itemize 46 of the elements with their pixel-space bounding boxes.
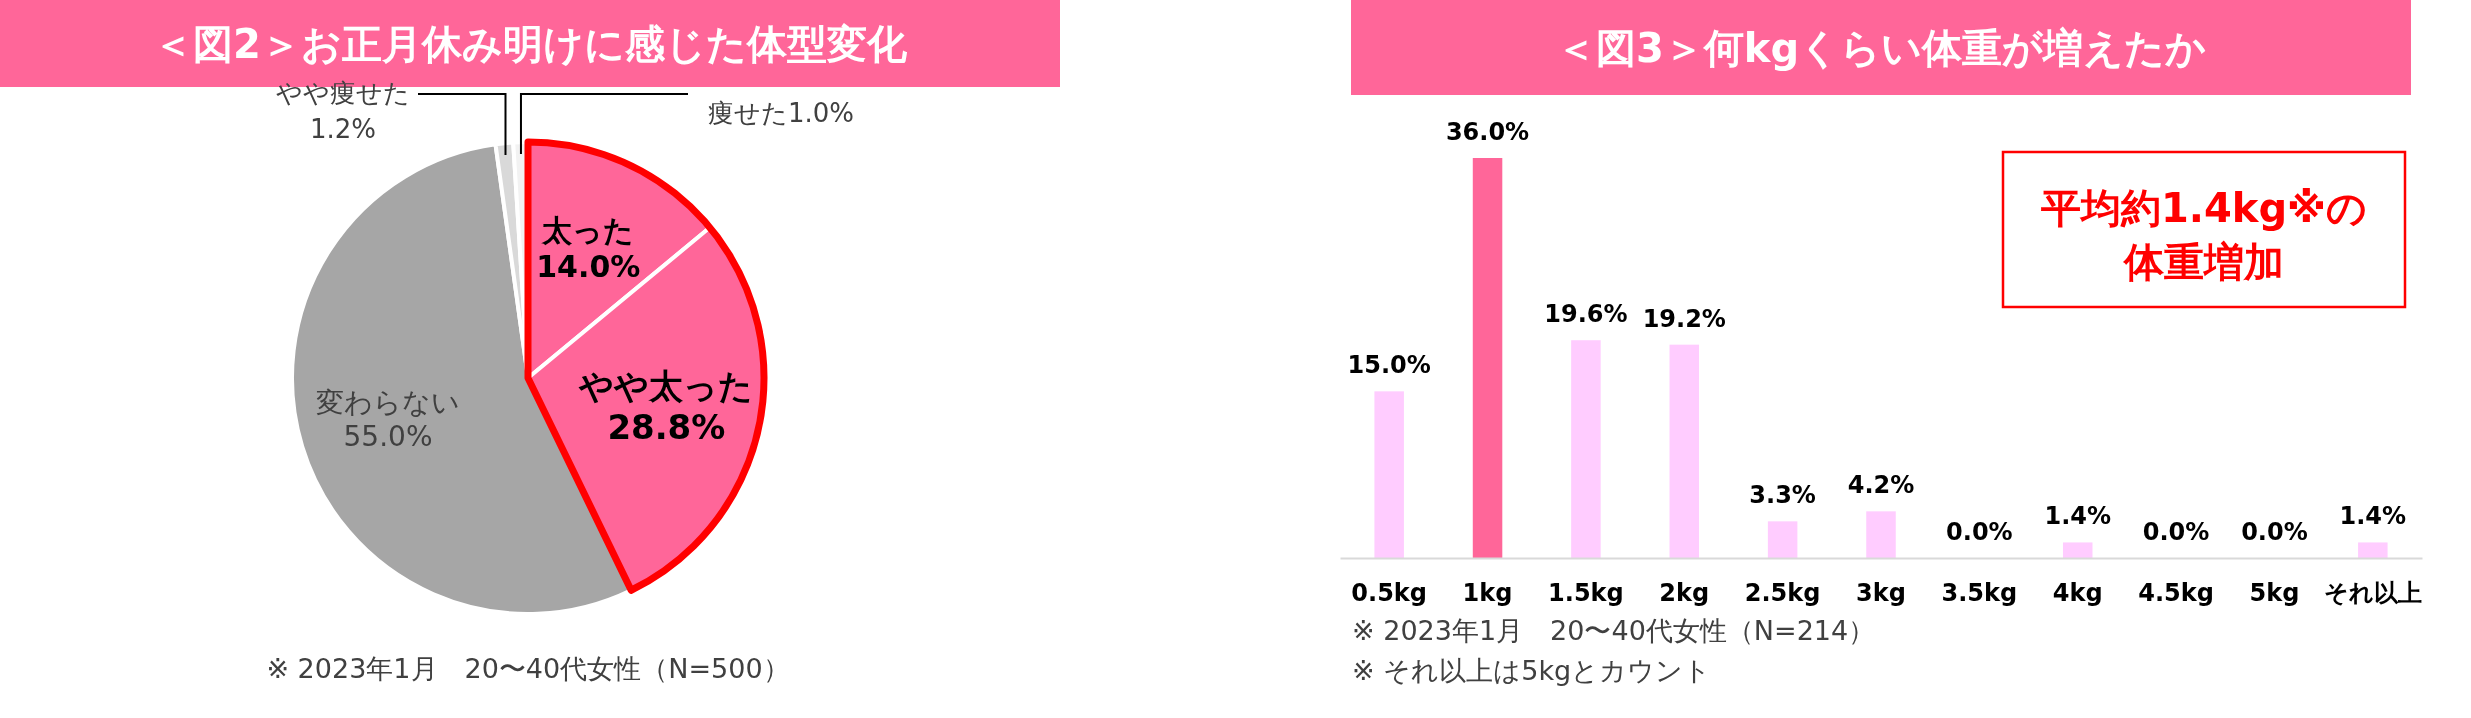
- bar: [2062, 542, 2093, 558]
- x-tick-label: 3kg: [1856, 579, 1906, 608]
- x-tick-label: 3.5kg: [1941, 579, 2018, 608]
- annotation: 平均約1.4kg※の: [2040, 185, 2367, 231]
- x-tick-label: 1.5kg: [1548, 579, 1624, 608]
- data-label: 19.6%: [1544, 300, 1628, 329]
- bar: [1669, 344, 1700, 558]
- bar: [1374, 391, 1404, 558]
- data-label: 4.2%: [1847, 471, 1915, 500]
- data-label: 0.0%: [1946, 518, 2013, 546]
- data-label: 14.0%: [536, 248, 641, 284]
- data-label: 0.0%: [2142, 518, 2210, 546]
- x-tick-label: それ以上: [2323, 579, 2422, 608]
- x-tick-label: 4.5kg: [2138, 579, 2214, 608]
- text: ※ 2023年1月 20〜40代女性（N=500）: [266, 653, 790, 684]
- bar: [1472, 158, 1503, 558]
- slice-label: やや痩せた: [276, 78, 410, 108]
- bar: [1767, 521, 1798, 558]
- x-tick-label: 2.5kg: [1744, 579, 1821, 608]
- data-label: 15.0%: [1347, 351, 1431, 380]
- slice-label: やや太った: [578, 365, 754, 406]
- chart-title: ＜図2＞お正月休み明けに感じた体型変化: [153, 20, 908, 67]
- data-label: 19.2%: [1642, 304, 1726, 333]
- text: ※ 2023年1月 20〜40代女性（N=214）: [1352, 615, 1876, 646]
- slice-label: 痩せた1.0%: [708, 98, 855, 128]
- data-label: 36.0%: [1445, 118, 1530, 146]
- x-tick-label: 1kg: [1462, 579, 1513, 608]
- text: ※ それ以上は5kgとカウント: [1352, 655, 1712, 686]
- data-label: 1.4%: [2044, 502, 2112, 531]
- slice-label: 変わらない: [316, 386, 461, 420]
- slice-label: 太った: [541, 212, 635, 248]
- bar: [1866, 511, 1896, 558]
- data-label: 0.0%: [2241, 518, 2308, 546]
- bar: [1571, 340, 1601, 558]
- bar: [2358, 542, 2388, 558]
- x-tick-label: 2kg: [1659, 579, 1710, 608]
- data-label: 1.4%: [2339, 502, 2407, 531]
- chart-title: ＜図3＞何kgくらい体重が増えたか: [1555, 24, 2207, 71]
- annotation: 体重増加: [2122, 239, 2284, 285]
- data-label: 3.3%: [1749, 481, 1816, 510]
- x-tick-label: 5kg: [2249, 579, 2300, 608]
- x-tick-label: 4kg: [2052, 579, 2103, 608]
- data-label: 55.0%: [343, 419, 433, 453]
- data-label: 28.8%: [607, 406, 726, 447]
- data-label: 1.2%: [309, 114, 377, 144]
- x-tick-label: 0.5kg: [1351, 579, 1428, 608]
